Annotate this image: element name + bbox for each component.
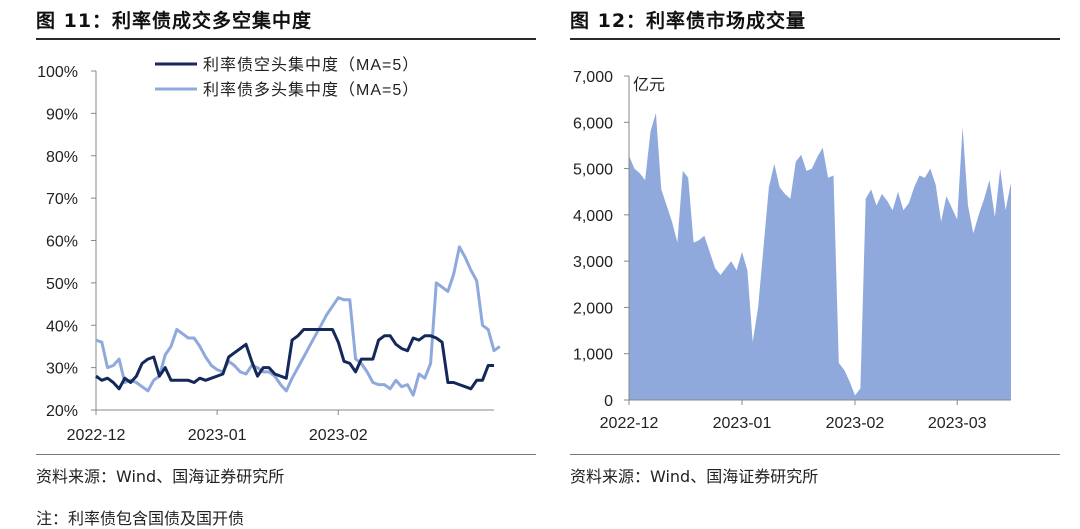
x-tick-label: 2023-03	[928, 415, 987, 432]
right-source-note: 资料来源：Wind、国海证券研究所	[570, 467, 819, 486]
x-tick-label: 2023-01	[188, 427, 247, 444]
y-tick-label: 30%	[46, 361, 78, 378]
y-tick-label: 100%	[37, 64, 78, 81]
left-source-rule	[36, 454, 536, 455]
x-tick-label: 2022-12	[600, 415, 659, 432]
y-tick-label: 5,000	[573, 162, 613, 179]
x-tick-label: 2023-01	[713, 415, 772, 432]
x-tick-label: 2023-02	[309, 427, 368, 444]
y-tick-label: 0	[604, 393, 613, 410]
y-tick-label: 80%	[46, 149, 78, 166]
left-source-note: 资料来源：Wind、国海证券研究所	[36, 467, 285, 486]
y-tick-label: 20%	[46, 403, 78, 420]
left-figure-title: 图 11：利率债成交多空集中度	[36, 10, 313, 32]
y-tick-label: 7,000	[573, 69, 613, 86]
line-chart: 20% 30% 40% 50% 60% 70% 80% 90% 100% 2022-12 2023-…	[37, 56, 501, 444]
y-tick-label: 3,000	[573, 254, 613, 271]
x-tick-label: 2022-12	[67, 427, 126, 444]
y-tick-label: 60%	[46, 234, 78, 251]
legend-label-long: 利率债多头集中度（MA=5）	[203, 81, 419, 99]
x-tick-label: 2023-02	[826, 415, 885, 432]
series-line-short-concentration	[95, 328, 494, 391]
footnote: 注：利率债包含国债及国开债	[36, 509, 245, 528]
volume-area	[629, 113, 1011, 400]
y-tick-label: 90%	[46, 106, 78, 123]
y-tick-label: 40%	[46, 318, 78, 335]
y-unit-label: 亿元	[633, 76, 665, 94]
y-tick-label: 6,000	[573, 115, 613, 132]
legend-label-short: 利率债空头集中度（MA=5）	[203, 56, 419, 74]
right-figure-title: 图 12：利率债市场成交量	[570, 10, 807, 32]
y-tick-label: 4,000	[573, 208, 613, 225]
area-chart: 0 1,000 2,000 3,000 4,000 5,000 6,000 7,000 亿元 20…	[573, 69, 1011, 432]
right-source-rule	[570, 454, 1060, 455]
y-tick-label: 70%	[46, 191, 78, 208]
y-tick-label: 1,000	[573, 347, 613, 364]
series-line-long-concentration	[95, 245, 501, 397]
right-title-rule	[570, 38, 1060, 40]
y-tick-label: 50%	[46, 276, 78, 293]
left-title-rule	[36, 38, 536, 40]
y-tick-label: 2,000	[573, 300, 613, 317]
